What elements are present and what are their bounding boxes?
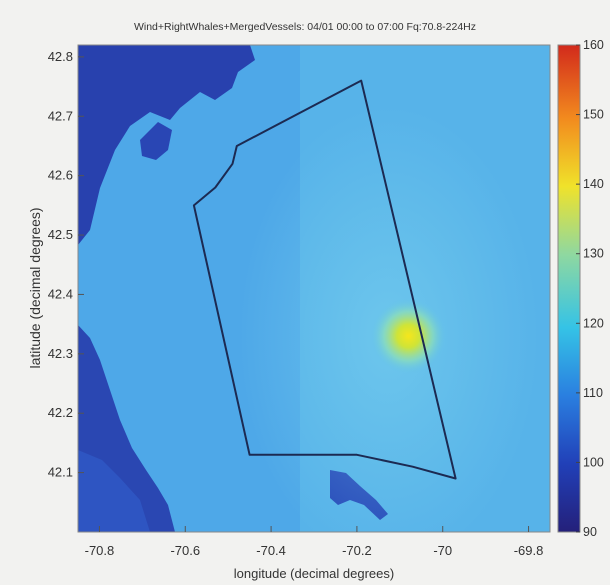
colorbar-tick-label: 90: [583, 525, 597, 539]
y-tick-label: 42.7: [48, 108, 73, 123]
y-tick-label: 42.4: [48, 286, 73, 301]
x-tick-label: -70.2: [342, 543, 372, 558]
boundary-polygon: [192, 79, 457, 480]
plot-frame: [77, 44, 551, 533]
y-axis-label: latitude (decimal degrees): [27, 207, 43, 368]
coast-southwest-inner: [78, 450, 150, 532]
plot-area: [78, 45, 550, 532]
colorbar-ticks: 90 100 110 120 130 140 150 160: [576, 38, 604, 539]
colorbar-tick-label: 110: [583, 386, 603, 400]
y-tick-label: 42.8: [48, 49, 73, 64]
colorbar-tick-label: 160: [583, 38, 604, 52]
x-axis-ticks: -70.8 -70.6 -70.4 -70.2 -70 -69.8: [85, 526, 544, 558]
x-tick-label: -70.8: [85, 543, 115, 558]
x-tick-label: -70: [433, 543, 452, 558]
y-tick-label: 42.1: [48, 465, 73, 480]
colorbar-tick-label: 130: [583, 247, 604, 261]
y-axis-ticks: 42.1 42.2 42.3 42.4 42.5 42.6 42.7 42.8: [48, 49, 84, 480]
colorbar-tick-label: 100: [583, 455, 604, 469]
colorbar-tick-label: 120: [583, 316, 604, 330]
x-tick-label: -70.6: [170, 543, 200, 558]
coast-northwest: [78, 45, 255, 245]
coast-northwest-island: [140, 122, 172, 160]
colorbar-tick-label: 150: [583, 108, 604, 122]
chart-title: Wind+RightWhales+MergedVessels: 04/01 00…: [134, 21, 476, 33]
x-tick-label: -70.4: [256, 543, 286, 558]
y-tick-label: 42.3: [48, 346, 73, 361]
colorbar-tick-label: 140: [583, 177, 604, 191]
y-tick-label: 42.5: [48, 227, 73, 242]
y-tick-label: 42.2: [48, 405, 73, 420]
hotspot: [370, 298, 447, 375]
y-tick-label: 42.6: [48, 168, 73, 183]
x-axis-label: longitude (decimal degrees): [234, 566, 394, 581]
colorbar: [557, 44, 581, 533]
x-tick-label: -69.8: [514, 543, 544, 558]
